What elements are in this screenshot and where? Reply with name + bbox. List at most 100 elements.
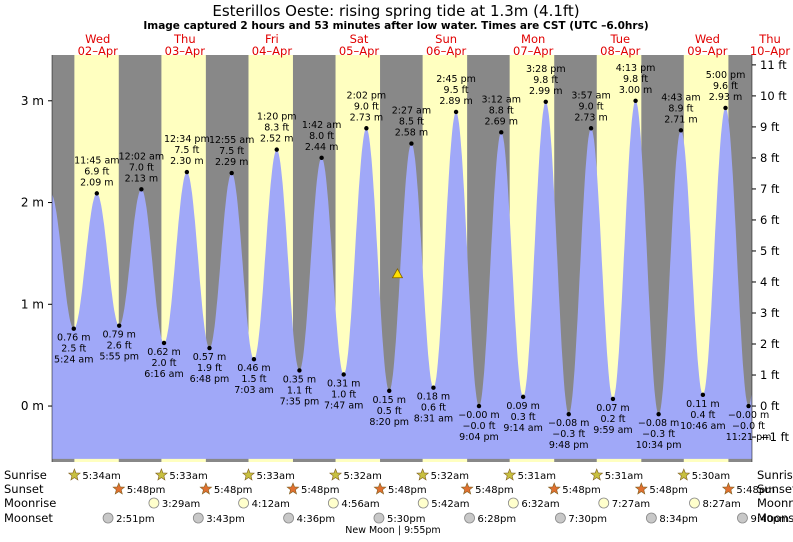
tide-ft-label: 9.6 ft xyxy=(713,81,738,92)
y-tick-label-ft: 1 ft xyxy=(760,368,780,382)
tide-area xyxy=(52,100,752,459)
tide-m-label: 2.73 m xyxy=(350,112,383,123)
tide-m-label: 2.71 m xyxy=(664,114,697,125)
tide-time-label: 8:31 am xyxy=(414,414,453,425)
tide-point xyxy=(139,187,144,192)
sunrise-row-label-right: Sunrise xyxy=(757,468,793,482)
tide-time-label: 12:34 pm xyxy=(164,134,210,145)
day-name-label: Wed xyxy=(695,32,720,46)
tide-time-label: 5:00 pm xyxy=(706,70,746,81)
tide-m-label: 2.13 m xyxy=(125,173,158,184)
sunrise-time-label: 5:32am xyxy=(431,471,469,482)
day-name-label: Thu xyxy=(758,32,781,46)
sunrise-icon xyxy=(677,468,691,481)
tide-m-label: 2.89 m xyxy=(439,96,472,107)
tide-point xyxy=(161,340,167,346)
sunset-icon xyxy=(286,482,300,495)
tide-point xyxy=(319,155,324,160)
tide-point xyxy=(588,126,594,131)
tide-point xyxy=(207,345,212,351)
day-name-label: Sat xyxy=(350,32,369,46)
day-date-label: 03–Apr xyxy=(165,44,206,58)
moonset-time-label: 8:34pm xyxy=(659,514,698,525)
tide-ft-label: 8.8 ft xyxy=(489,105,514,116)
day-name-label: Thu xyxy=(173,32,196,46)
tide-time-label: 9:59 am xyxy=(593,425,632,436)
moonrise-row-label: Moonrise xyxy=(4,496,56,510)
moonrise-time-label: 4:56am xyxy=(341,499,379,510)
tide-point xyxy=(94,191,100,196)
tide-time-label: 9:14 am xyxy=(503,423,542,434)
tide-m-label: 2.93 m xyxy=(709,92,742,103)
sunrise-icon xyxy=(590,468,604,481)
tide-time-label: 6:16 am xyxy=(144,369,183,380)
tide-point xyxy=(499,130,504,135)
tide-m-label: 0.79 m xyxy=(102,330,135,341)
moonset-time-label: 6:28pm xyxy=(478,514,517,525)
y-tick-label-ft: 0 ft xyxy=(760,399,780,413)
tide-ft-label: 9.0 ft xyxy=(354,101,379,112)
sunset-row-label-right: Sunset xyxy=(757,482,793,496)
sunset-time-label: 5:48pm xyxy=(736,485,775,496)
tide-ft-label: 8.0 ft xyxy=(309,131,334,142)
y-tick-label-ft: 5 ft xyxy=(760,244,780,258)
tide-m-label: 0.76 m xyxy=(57,333,90,344)
tide-time-label: 5:55 pm xyxy=(99,352,139,363)
day-name-label: Tue xyxy=(609,32,630,46)
moonrise-time-label: 5:42am xyxy=(431,499,469,510)
moonrise-time-label: 8:27am xyxy=(702,499,740,510)
tide-point xyxy=(678,128,684,133)
tide-point xyxy=(274,147,279,152)
tide-m-label: 2.69 m xyxy=(485,116,518,127)
sunset-icon xyxy=(199,482,213,495)
current-tide-marker xyxy=(391,267,404,279)
sunrise-icon xyxy=(329,468,342,481)
tide-m-label: 2.99 m xyxy=(529,86,562,97)
sunset-time-label: 5:48pm xyxy=(649,485,688,496)
tide-ft-label: 9.0 ft xyxy=(579,101,604,112)
tide-time-label: 11:45 am xyxy=(74,155,119,166)
moonset-time-label: 9:40pm xyxy=(750,514,789,525)
tide-point xyxy=(364,126,369,131)
tide-ft-label: 9.8 ft xyxy=(533,75,558,86)
moonset-time-label: 3:43pm xyxy=(206,514,245,525)
tide-point xyxy=(520,394,526,400)
day-date-label: 07–Apr xyxy=(513,44,554,58)
day-name-label: Wed xyxy=(85,32,110,46)
tide-time-label: 12:55 am xyxy=(209,135,254,146)
y-tick-label-ft: 2 ft xyxy=(760,337,780,351)
y-tick-label-ft: 7 ft xyxy=(760,182,780,196)
day-name-label: Mon xyxy=(521,32,545,46)
y-tick-label-ft: 4 ft xyxy=(760,275,780,289)
tide-point xyxy=(476,403,482,409)
moonset-icon xyxy=(192,512,204,524)
moonrise-row-label-right: Moonrise xyxy=(757,496,793,510)
chart-title: Esterillos Oeste: rising spring tide at … xyxy=(212,2,579,20)
y-tick-label-m: 2 m xyxy=(21,196,44,210)
tide-ft-label: 8.9 ft xyxy=(668,103,693,114)
sunrise-icon xyxy=(416,468,430,481)
tide-point xyxy=(656,411,661,417)
moonset-row-label-right: Moonset xyxy=(757,511,793,525)
sunrise-time-label: 5:34am xyxy=(82,471,120,482)
tide-m-label: 0.07 m xyxy=(596,403,629,414)
moonset-icon xyxy=(102,512,114,524)
day-date-label: 04–Apr xyxy=(252,44,293,58)
tide-time-label: 3:28 pm xyxy=(526,64,566,75)
sunset-icon xyxy=(721,482,735,495)
y-tick-label-ft: 6 ft xyxy=(760,213,780,227)
y-tick-label-ft: 10 ft xyxy=(760,89,787,103)
tide-m-label: 0.18 m xyxy=(417,392,450,403)
tide-ft-label: 1.1 ft xyxy=(287,385,312,396)
sunset-icon xyxy=(112,482,126,495)
tide-time-label: 2:27 am xyxy=(392,106,431,117)
tide-time-label: 4:43 am xyxy=(661,92,700,103)
day-date-label: 02–Apr xyxy=(78,44,119,58)
sunrise-time-label: 5:33am xyxy=(257,471,295,482)
sunrise-time-label: 5:31am xyxy=(518,471,556,482)
moonrise-icon xyxy=(238,497,250,509)
moonset-icon xyxy=(737,512,748,524)
sunrise-time-label: 5:30am xyxy=(692,471,730,482)
sunset-time-label: 5:48pm xyxy=(214,485,253,496)
